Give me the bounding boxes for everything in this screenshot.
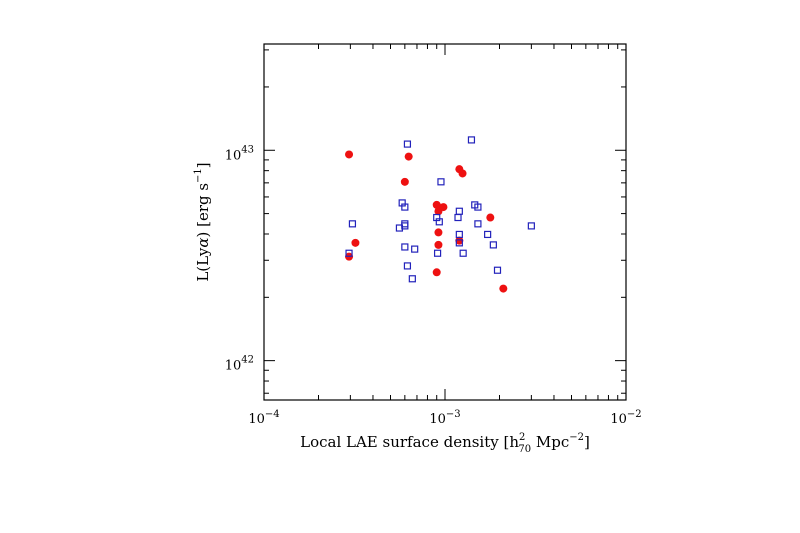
blue-square-point (433, 249, 442, 257)
blue-square-point (435, 218, 443, 226)
blue-square-point (401, 203, 409, 211)
blue-square-point (403, 140, 412, 148)
blue-square-point (455, 239, 463, 247)
red-point (351, 238, 360, 247)
axis-tick-labels: 10−4 10−3 10−2 1042 1043 (225, 144, 642, 427)
blue-square-point (401, 222, 409, 230)
x-axis-label: Local LAE surface density [h2 70 Mpc−2] (300, 432, 590, 455)
red-point (345, 150, 354, 159)
blue-square-point (455, 207, 463, 215)
x-tick-label: 10−2 (610, 409, 641, 427)
y-tick-label: 1043 (225, 144, 254, 163)
x-tick-label: 10−4 (248, 409, 279, 427)
red-point (400, 177, 409, 186)
y-tick-label: 1042 (225, 355, 254, 374)
red-point (455, 236, 464, 245)
blue-square-point (345, 249, 353, 257)
red-point (499, 284, 508, 293)
blue-square-point (474, 220, 482, 228)
blue-square-point (489, 241, 497, 249)
blue-square-point (484, 230, 492, 239)
blue-square-point (408, 275, 416, 283)
blue-square-point (348, 220, 357, 228)
blue-square-point (459, 249, 467, 257)
blue-square-point (401, 243, 409, 251)
data-points (345, 136, 535, 293)
blue-square-point (437, 178, 445, 186)
red-point (404, 152, 413, 161)
red-point (432, 268, 441, 277)
blue-square-point (455, 230, 463, 239)
blue-square-point (467, 136, 476, 144)
y-axis-label: L(Lyα) [erg s−1] (193, 162, 212, 281)
red-point (458, 169, 467, 178)
plot-frame (263, 43, 627, 401)
red-point (439, 203, 448, 212)
red-point (434, 228, 443, 237)
axis-ticks (263, 44, 627, 400)
blue-square-point (474, 203, 482, 211)
red-point (486, 213, 495, 222)
blue-square-point (403, 262, 412, 270)
blue-square-point (411, 245, 419, 253)
blue-square-point (527, 222, 535, 230)
x-tick-label: 10−3 (429, 409, 460, 427)
blue-square-point (493, 266, 502, 274)
red-point (432, 200, 441, 209)
blue-square-point (454, 213, 462, 222)
red-point (434, 240, 443, 249)
